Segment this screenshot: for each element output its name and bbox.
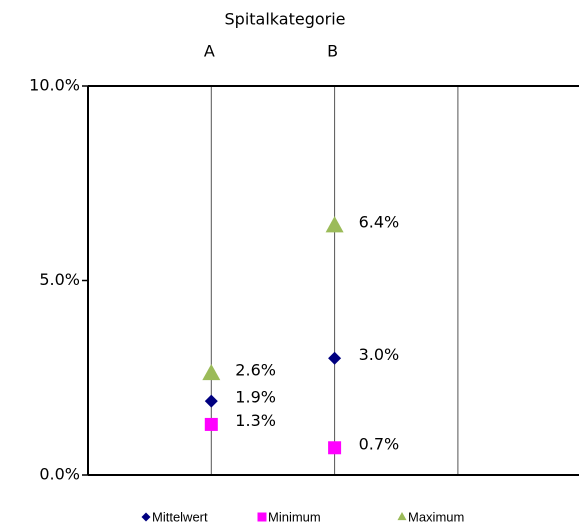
marker [202,363,221,381]
marker [204,394,218,408]
legend-item: Mittelwert [141,509,208,524]
category-label: A [204,42,215,61]
legend-item: Maximum [397,509,464,524]
legend-item: Minimum [257,509,321,524]
marker [141,512,151,522]
data-label: 1.9% [235,388,276,407]
data-label: 2.6% [235,360,276,379]
legend-label: Minimum [268,509,321,524]
y-tick-label: 5.0% [39,270,80,289]
marker [397,512,407,521]
data-label: 3.0% [359,345,400,364]
data-label: 6.4% [359,213,400,232]
category-label: B [327,42,338,61]
marker [257,512,267,522]
data-label: 0.7% [359,434,400,453]
legend-label: Mittelwert [152,509,208,524]
marker [204,417,218,431]
marker [325,216,344,233]
chart-title: Spitalkategorie [225,10,346,29]
y-tick-label: 0.0% [39,465,80,484]
legend-label: Maximum [408,509,464,524]
marker [328,441,342,455]
marker [328,351,342,365]
data-label: 1.3% [235,411,276,430]
y-tick-label: 10.0% [29,76,80,95]
